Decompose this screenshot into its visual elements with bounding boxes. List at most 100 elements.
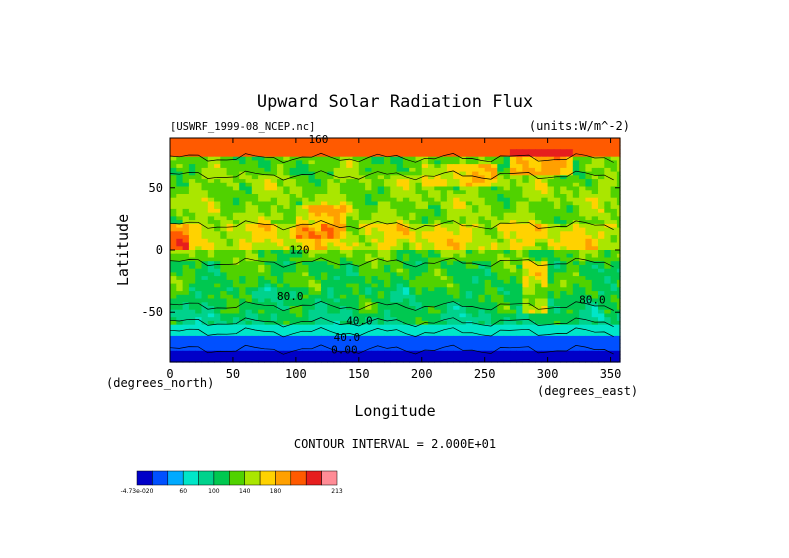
heatmap-cell bbox=[421, 287, 429, 292]
heatmap-cell bbox=[409, 186, 417, 191]
heatmap-cell bbox=[188, 343, 196, 348]
heatmap-cell bbox=[371, 223, 379, 229]
heatmap-cell bbox=[585, 276, 593, 281]
heatmap-cell bbox=[390, 175, 398, 180]
heatmap-cell bbox=[390, 250, 398, 255]
heatmap-cell bbox=[396, 343, 404, 348]
heatmap-cell bbox=[591, 201, 599, 206]
heatmap-cell bbox=[289, 313, 297, 318]
heatmap-cell bbox=[264, 220, 272, 225]
heatmap-cell bbox=[572, 264, 580, 270]
heatmap-cell bbox=[604, 339, 612, 344]
heatmap-cell bbox=[528, 216, 536, 221]
heatmap-cell bbox=[321, 216, 328, 221]
heatmap-cell bbox=[459, 306, 467, 311]
heatmap-cell bbox=[170, 283, 177, 288]
heatmap-cell bbox=[327, 242, 335, 247]
heatmap-cell bbox=[553, 186, 561, 191]
heatmap-cell bbox=[402, 149, 410, 154]
heatmap-cell bbox=[484, 287, 492, 292]
heatmap-cell bbox=[377, 298, 385, 303]
heatmap-cell bbox=[465, 160, 473, 165]
heatmap-cell bbox=[365, 354, 372, 359]
heatmap-cell bbox=[528, 141, 536, 146]
heatmap-cell bbox=[598, 339, 605, 344]
heatmap-cell bbox=[226, 350, 234, 356]
heatmap-cell bbox=[440, 141, 448, 146]
heatmap-cell bbox=[277, 335, 284, 341]
contour-label: 40.0 bbox=[346, 315, 373, 328]
heatmap-cell bbox=[195, 149, 203, 154]
heatmap-cell bbox=[484, 138, 492, 143]
heatmap-cell bbox=[245, 268, 253, 273]
heatmap-cell bbox=[528, 350, 536, 356]
heatmap-cell bbox=[314, 332, 322, 337]
heatmap-cell bbox=[553, 268, 561, 273]
heatmap-cell bbox=[371, 268, 379, 273]
heatmap-cell bbox=[289, 261, 297, 266]
heatmap-cell bbox=[251, 339, 259, 344]
heatmap-cell bbox=[541, 324, 549, 329]
heatmap-cell bbox=[604, 175, 612, 180]
heatmap-cell bbox=[226, 186, 234, 191]
heatmap-cell bbox=[277, 358, 284, 363]
heatmap-cell bbox=[409, 208, 417, 214]
heatmap-cell bbox=[465, 164, 473, 169]
heatmap-cell bbox=[547, 358, 555, 363]
heatmap-cell bbox=[478, 238, 486, 244]
heatmap-cell bbox=[491, 343, 498, 348]
heatmap-cell bbox=[541, 216, 549, 221]
heatmap-cell bbox=[371, 291, 379, 296]
heatmap-cell bbox=[553, 339, 561, 344]
heatmap-cell bbox=[327, 294, 335, 300]
heatmap-cell bbox=[409, 302, 417, 307]
heatmap-cell bbox=[409, 138, 417, 143]
heatmap-cell bbox=[409, 216, 417, 221]
heatmap-cell bbox=[415, 223, 423, 229]
heatmap-cell bbox=[516, 276, 524, 281]
heatmap-cell bbox=[560, 324, 568, 329]
heatmap-cell bbox=[434, 343, 442, 348]
heatmap-cell bbox=[535, 223, 542, 229]
heatmap-cell bbox=[484, 152, 492, 158]
heatmap-cell bbox=[251, 238, 259, 244]
heatmap-cell bbox=[251, 156, 259, 161]
heatmap-cell bbox=[251, 324, 259, 329]
heatmap-cell bbox=[478, 231, 486, 236]
heatmap-cell bbox=[346, 287, 354, 292]
heatmap-cell bbox=[459, 302, 467, 307]
heatmap-cell bbox=[453, 253, 461, 258]
heatmap-cell bbox=[566, 197, 574, 202]
heatmap-cell bbox=[396, 205, 404, 210]
heatmap-cell bbox=[446, 194, 454, 199]
heatmap-cell bbox=[264, 350, 272, 356]
heatmap-cell bbox=[541, 227, 549, 232]
heatmap-cell bbox=[566, 283, 574, 288]
heatmap-cell bbox=[566, 223, 574, 229]
heatmap-cell bbox=[516, 197, 524, 202]
heatmap-cell bbox=[396, 235, 404, 240]
heatmap-cell bbox=[541, 261, 549, 266]
heatmap-cell bbox=[572, 194, 580, 199]
heatmap-cell bbox=[283, 276, 291, 281]
heatmap-cell bbox=[541, 179, 549, 184]
heatmap-cell bbox=[522, 347, 530, 352]
heatmap-cell bbox=[277, 179, 284, 184]
heatmap-cell bbox=[188, 167, 196, 173]
heatmap-cell bbox=[459, 238, 467, 244]
heatmap-cell bbox=[503, 152, 511, 158]
heatmap-cell bbox=[459, 171, 467, 176]
heatmap-cell bbox=[516, 250, 524, 255]
heatmap-cell bbox=[314, 182, 322, 188]
heatmap-cell bbox=[440, 186, 448, 191]
heatmap-cell bbox=[195, 208, 203, 214]
heatmap-cell bbox=[371, 354, 379, 359]
heatmap-cell bbox=[239, 309, 247, 314]
heatmap-cell bbox=[289, 156, 297, 161]
heatmap-cell bbox=[314, 298, 322, 303]
heatmap-cell bbox=[245, 350, 253, 356]
heatmap-cell bbox=[428, 309, 435, 314]
heatmap-cell bbox=[598, 272, 605, 277]
heatmap-cell bbox=[188, 272, 196, 277]
heatmap-cell bbox=[283, 164, 291, 169]
